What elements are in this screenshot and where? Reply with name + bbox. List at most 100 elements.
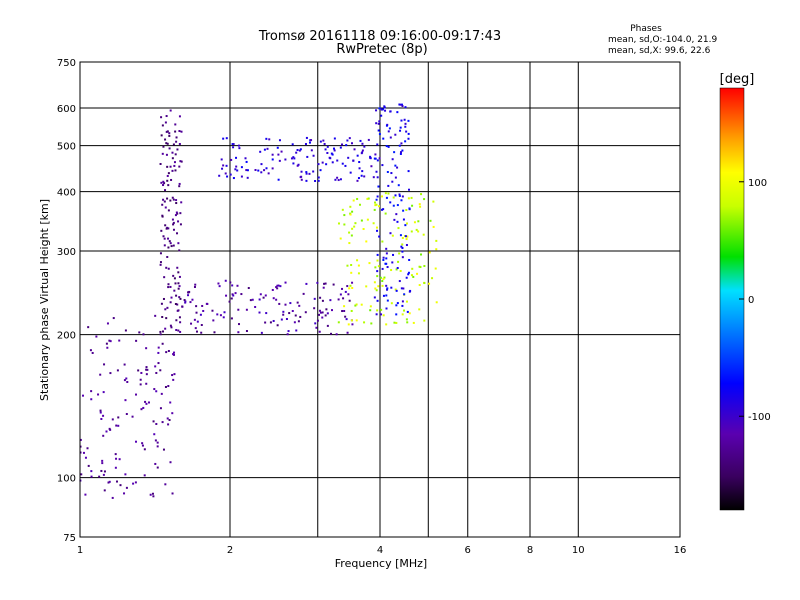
y-tick-labels: 75 100 200 300 400 500 600 750 [57,58,76,544]
data-point [349,171,352,174]
data-point [385,196,388,199]
data-point [392,253,395,256]
x-tick-label: 6 [465,545,471,556]
data-point [155,390,158,393]
data-point [404,235,407,238]
data-point [177,309,180,312]
data-point [409,289,412,292]
data-point [300,175,303,178]
data-point [79,445,82,448]
data-point [141,444,144,447]
data-point [175,211,178,214]
data-point [167,246,170,249]
data-point [163,200,166,203]
data-point [354,304,357,307]
data-point [290,157,293,160]
data-point [324,148,327,151]
data-point [117,424,120,427]
data-point [404,122,407,125]
data-point [166,142,169,145]
data-point [188,290,191,293]
y-tick-label: 100 [57,474,76,485]
data-point [348,299,351,302]
data-point [376,299,379,302]
data-point [169,285,172,288]
data-point [178,165,181,168]
data-point [175,136,178,139]
data-point [402,209,405,212]
data-point [125,413,128,416]
data-point [378,157,381,160]
data-point [385,307,388,310]
data-point [246,169,249,172]
data-point [79,451,82,454]
data-point [399,152,402,155]
data-point [374,287,377,290]
data-point [359,203,362,206]
data-point [100,469,103,472]
data-point [389,110,392,113]
data-point [166,179,169,182]
data-point [166,197,169,200]
data-point [245,330,248,333]
data-point [179,330,182,333]
data-point [318,309,321,312]
data-point [194,327,197,330]
data-point [387,145,390,148]
data-point [236,284,239,287]
data-point [165,317,168,320]
data-point [276,146,279,149]
colorbar-label: [deg] [720,72,755,87]
data-point [275,298,278,301]
data-point [385,257,388,260]
data-point [353,225,356,228]
data-point [412,321,415,324]
data-point [231,293,234,296]
data-point [401,300,404,303]
data-point [102,473,105,476]
data-point [333,149,336,152]
data-point [272,297,275,300]
data-point [82,394,85,397]
data-point [375,109,378,112]
data-point [349,205,352,208]
data-point [176,212,179,215]
data-point [360,174,363,177]
data-point [161,215,164,218]
data-point [375,198,378,201]
data-point [161,152,164,155]
data-point [374,201,377,204]
data-point [238,323,241,326]
data-point [161,421,164,424]
data-point [171,196,174,199]
data-point [178,130,181,133]
colorbar-tick-label: 100 [748,178,767,189]
data-point [306,155,309,158]
data-point [171,151,174,154]
data-point [341,143,344,146]
data-point [382,314,385,317]
data-point [269,321,272,324]
data-point [175,140,178,143]
data-point [420,253,423,256]
data-point [114,466,117,469]
data-point [313,297,316,300]
data-point [175,328,178,331]
data-point [305,136,308,139]
data-point [178,185,181,188]
data-point [357,264,360,267]
data-point [124,399,127,402]
data-point [417,230,420,233]
data-point [147,401,150,404]
data-point [106,322,109,325]
data-point [160,134,163,137]
data-point [228,300,231,303]
data-point [399,269,402,272]
data-point [285,318,288,321]
data-point [177,287,180,290]
chart-title: Tromsø 20161118 09:16:00-09:17:43 [258,29,501,44]
data-point [378,205,381,208]
x-tick-label: 1 [77,545,83,556]
data-point [159,330,162,333]
data-point [379,276,382,279]
